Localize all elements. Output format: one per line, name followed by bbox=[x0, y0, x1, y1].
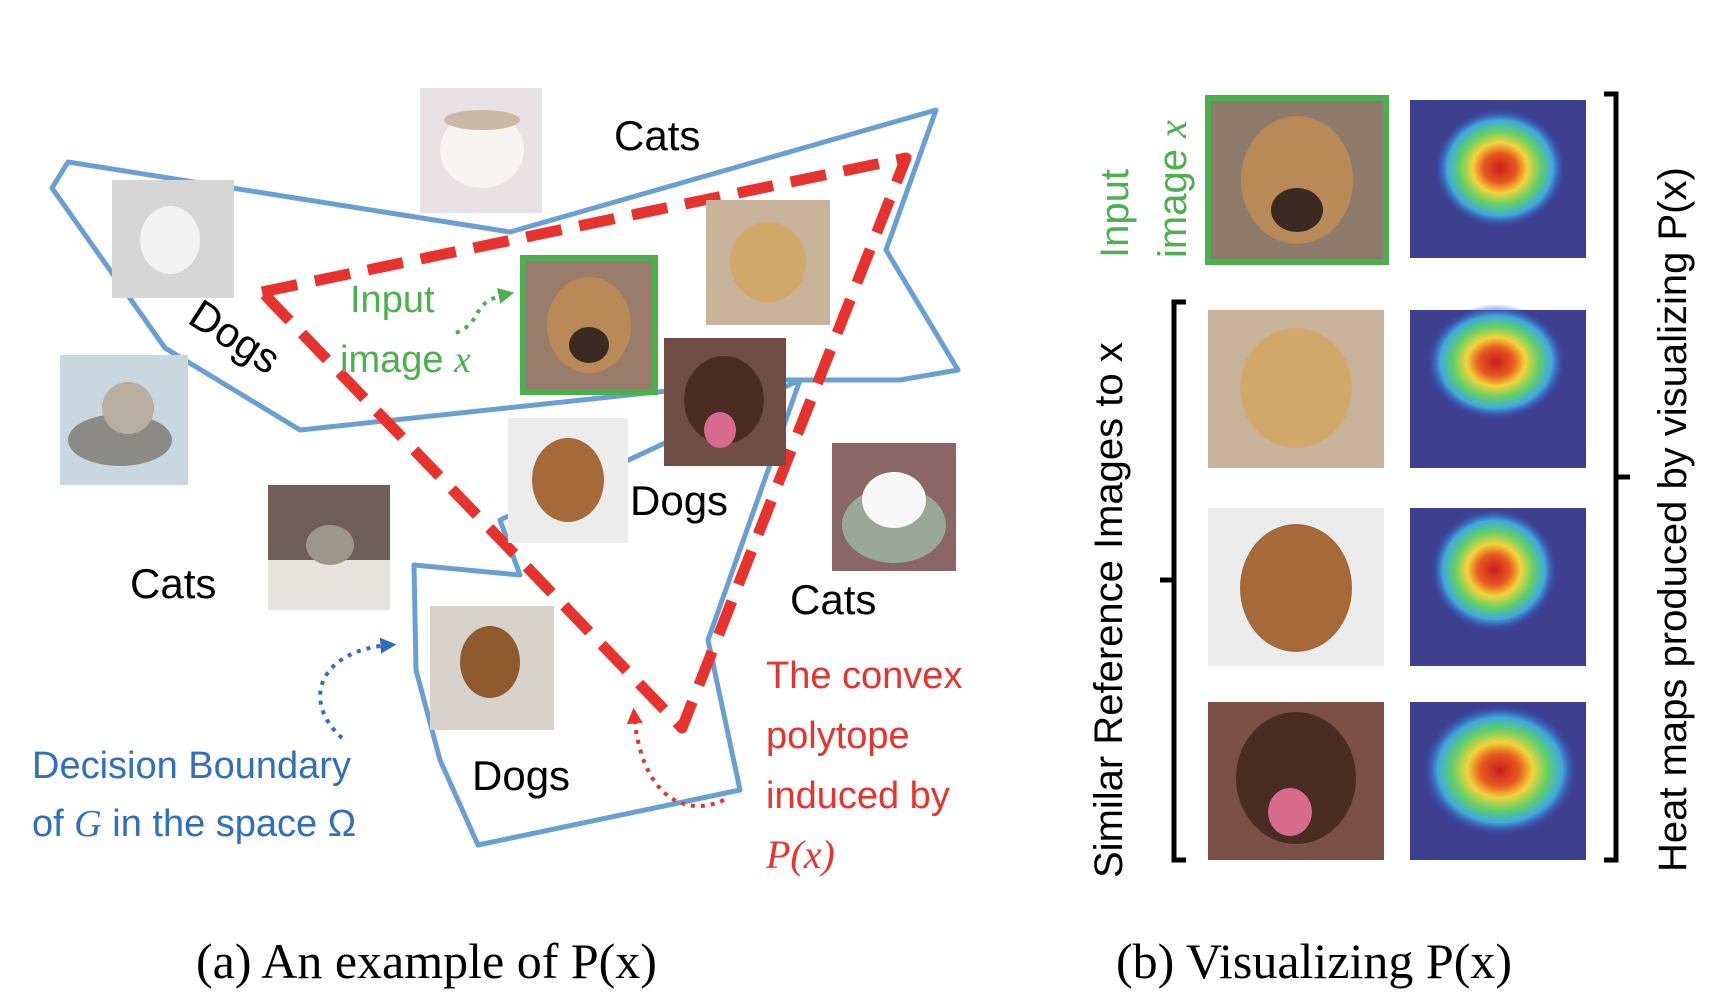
input-image-thumbnail bbox=[520, 255, 658, 395]
photo-thumbnail-icon bbox=[1208, 702, 1384, 860]
caption-b: (b) Visualizing P(x) bbox=[1116, 933, 1512, 989]
photo-thumbnail-icon bbox=[1205, 95, 1389, 265]
photo-thumbnail-icon bbox=[430, 606, 554, 730]
photo-thumbnail-icon bbox=[1208, 310, 1384, 468]
region-label-dogs: Dogs bbox=[472, 752, 570, 799]
similar-reference-label: Similar Reference Images to x bbox=[1087, 342, 1131, 878]
polytope-label-line3: induced by bbox=[766, 775, 950, 817]
caption-a: (a) An example of P(x) bbox=[196, 933, 657, 989]
region-label-cats: Cats bbox=[130, 560, 216, 607]
photo-thumbnail-icon bbox=[1208, 508, 1384, 666]
photo-thumbnail-icon bbox=[508, 418, 628, 543]
polytope-label-line2: polytope bbox=[766, 715, 910, 757]
decision-boundary-label-line2: of G in the space Ω bbox=[32, 803, 356, 845]
photo-thumbnail-icon bbox=[832, 443, 956, 571]
heatmap-thumbnail-icon bbox=[1410, 702, 1586, 860]
panel-a: Cats Dogs Dogs Cats Cats Dogs Input imag… bbox=[32, 88, 962, 989]
photo-thumbnail-icon bbox=[60, 355, 188, 485]
convex-polytope bbox=[256, 152, 912, 734]
heatmaps-label: Heat maps produced by visualizing P(x) bbox=[1651, 167, 1695, 872]
panel-b: Input image x Similar Reference Images t… bbox=[1087, 91, 1695, 989]
decision-boundary-arrow bbox=[318, 637, 397, 740]
photo-thumbnail-icon bbox=[112, 180, 234, 298]
photo-thumbnail-icon bbox=[268, 485, 390, 610]
heatmaps-bracket bbox=[1604, 91, 1630, 863]
region-label-cats: Cats bbox=[614, 112, 700, 159]
heatmap-thumbnail-icon bbox=[1410, 100, 1586, 258]
polytope-label-line1: The convex bbox=[766, 655, 962, 697]
heatmap-thumbnail-icon bbox=[1410, 304, 1586, 468]
photo-thumbnail-icon bbox=[706, 200, 830, 325]
input-image-label-line2: image x bbox=[340, 339, 471, 381]
photo-thumbnail-icon bbox=[664, 338, 786, 466]
decision-boundary-label-line1: Decision Boundary bbox=[32, 745, 351, 787]
input-label-line1: Input bbox=[1093, 169, 1137, 258]
polytope-arrow bbox=[626, 707, 725, 809]
input-label-line2: image x bbox=[1150, 120, 1195, 258]
input-image-label-line1: Input bbox=[350, 279, 435, 321]
region-label-dogs: Dogs bbox=[630, 477, 728, 524]
region-label-cats: Cats bbox=[790, 576, 876, 623]
photo-thumbnail-icon bbox=[420, 88, 542, 213]
input-arrow bbox=[455, 288, 515, 335]
similar-images-bracket bbox=[1160, 299, 1186, 863]
heatmap-thumbnail-icon bbox=[1410, 508, 1586, 666]
polytope-label-line4: P(x) bbox=[765, 832, 835, 877]
input-image-vertical-label: Input image x bbox=[1093, 120, 1195, 258]
